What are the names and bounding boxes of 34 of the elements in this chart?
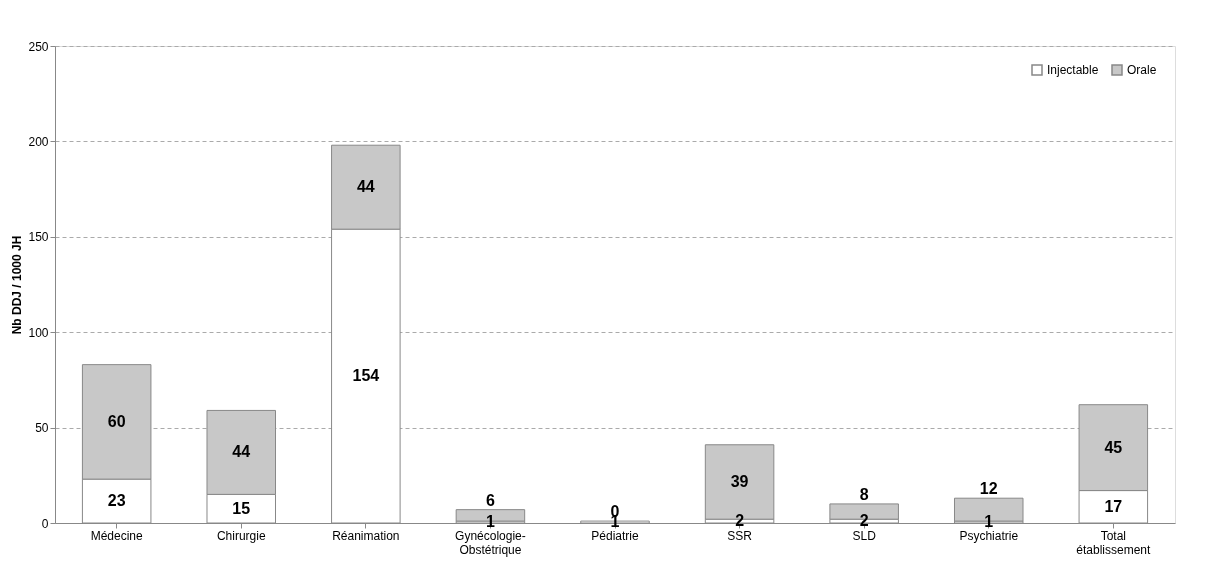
data-label: 17 [1104,497,1123,515]
data-label: 60 [107,412,126,430]
data-label: 1 [485,513,495,531]
x-tick-label: Psychiatrie [959,528,1019,543]
data-label: 44 [356,178,375,196]
x-tick-label: Gynécologie-Obstétrique [455,528,526,557]
y-tick-label: 50 [35,421,49,436]
x-tick-label: Réanimation [332,528,400,543]
data-label: 15 [232,499,251,517]
y-tick-label: 100 [28,325,49,340]
x-tick-label: Médecine [90,528,144,543]
legend-label: Orale [1127,63,1157,77]
x-tick-label: Pédiatrie [591,528,639,543]
data-label: 8 [859,485,869,503]
x-tick-label: Total établissement [1076,528,1152,557]
data-label: 154 [352,367,380,385]
y-tick-label: 200 [28,134,49,149]
data-label: 12 [979,480,998,498]
data-label: 1 [984,513,994,531]
y-tick-label: 150 [28,230,49,245]
data-label: 44 [232,443,251,461]
x-tick-label: SSR [727,528,753,543]
data-label: 45 [1104,438,1123,456]
x-tick-label: SLD [852,528,877,543]
data-label: 39 [730,472,749,490]
data-label: 23 [107,492,126,510]
y-tick-label: 0 [41,516,49,531]
data-label: 2 [735,512,745,530]
x-tick-label: Chirurgie [216,528,266,543]
legend-label: Injectable [1047,63,1099,77]
data-label: 2 [859,512,869,530]
y-tick-label: 250 [28,39,49,54]
data-label: 6 [485,491,495,509]
y-axis-title: Nb DDJ / 1000 JH [10,235,25,335]
